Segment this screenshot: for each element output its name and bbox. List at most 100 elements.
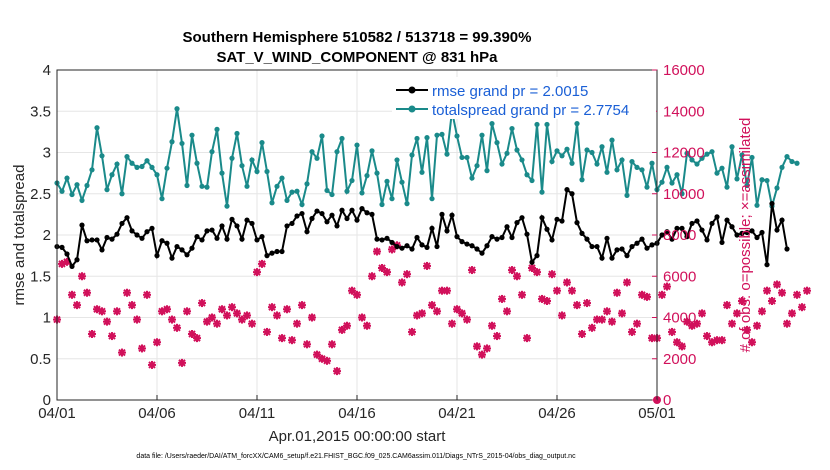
totalspread-point: [534, 121, 540, 128]
totalspread-point: [389, 196, 395, 202]
rmse-point: [269, 250, 275, 256]
obs-assimilated-marker: [153, 338, 161, 347]
totalspread-point: [549, 158, 555, 165]
rmse-point: [509, 234, 515, 241]
rmse-point: [309, 215, 315, 222]
obs-assimilated-marker: [543, 297, 551, 305]
obs-assimilated-marker: [273, 311, 281, 320]
y2-tick-label: 4000: [663, 310, 696, 327]
rmse-point: [764, 262, 770, 268]
rmse-point: [589, 243, 595, 250]
obs-assimilated-marker: [458, 309, 466, 318]
obs-assimilated-marker: [108, 332, 116, 341]
totalspread-point: [729, 144, 735, 150]
rmse-point: [264, 253, 270, 259]
obs-assimilated-marker: [103, 317, 111, 326]
rmse-point: [59, 244, 65, 250]
totalspread-point: [579, 177, 585, 183]
rmse-point: [284, 223, 290, 229]
legend-spread-marker: [408, 105, 416, 113]
obs-assimilated-marker: [208, 313, 216, 322]
x-tick-label: 05/01: [638, 405, 676, 422]
obs-assimilated-marker: [478, 350, 486, 359]
obs-assimilated-marker: [138, 344, 146, 353]
obs-assimilated-marker: [123, 288, 131, 297]
rmse-point: [714, 214, 720, 220]
totalspread-point: [599, 144, 605, 150]
totalspread-point: [444, 151, 450, 157]
rmse-point: [239, 236, 245, 242]
rmse-point: [369, 211, 375, 217]
rmse-point: [674, 225, 680, 231]
rmse-point: [79, 222, 85, 228]
totalspread-point: [684, 150, 690, 156]
obs-assimilated-marker: [523, 334, 531, 343]
totalspread-point: [289, 189, 295, 195]
obs-assimilated-marker: [508, 266, 516, 275]
rmse-point: [724, 217, 730, 223]
totalspread-point: [754, 202, 760, 208]
totalspread-point: [559, 153, 565, 159]
rmse-point: [404, 243, 410, 249]
totalspread-point: [354, 142, 360, 148]
obs-assimilated-marker: [278, 334, 286, 343]
rmse-point: [379, 237, 385, 243]
legend-rmse-label: rmse grand pr = 2.0015: [432, 83, 588, 100]
totalspread-point: [109, 172, 115, 178]
obs-assimilated-marker: [553, 286, 561, 295]
rmse-point: [594, 243, 600, 250]
totalspread-point: [219, 170, 225, 176]
totalspread-point: [524, 172, 530, 178]
obs-assimilated-marker: [533, 268, 541, 277]
totalspread-point: [224, 203, 230, 209]
totalspread-point: [779, 164, 785, 170]
obs-assimilated-marker: [678, 342, 686, 351]
rmse-point: [504, 224, 510, 230]
obs-assimilated-marker: [128, 301, 136, 310]
obs-assimilated-marker: [148, 360, 156, 369]
totalspread-point: [164, 165, 170, 171]
rmse-point: [684, 234, 690, 240]
obs-assimilated-marker: [223, 311, 231, 320]
totalspread-point: [114, 161, 120, 167]
totalspread-point: [374, 170, 380, 176]
x-axis-label: Apr.01,2015 00:00:00 start: [269, 428, 447, 445]
totalspread-point: [174, 106, 180, 112]
totalspread-point: [554, 148, 560, 154]
obs-assimilated-marker: [233, 309, 241, 318]
obs-assimilated-marker: [613, 288, 621, 297]
totalspread-point: [639, 167, 645, 173]
rmse-point: [434, 243, 440, 250]
rmse-point: [599, 255, 605, 261]
totalspread-point: [364, 173, 370, 179]
chart-title-line2: SAT_V_WIND_COMPONENT @ 831 hPa: [216, 49, 498, 66]
totalspread-point: [409, 152, 415, 158]
obs-assimilated-marker: [428, 301, 436, 310]
totalspread-point: [679, 191, 685, 197]
totalspread-point: [179, 140, 185, 147]
y2-tick-label: 2000: [663, 351, 696, 368]
totalspread-point: [294, 188, 300, 194]
rmse-point: [129, 228, 135, 234]
totalspread-point: [384, 178, 390, 184]
obs-assimilated-marker: [288, 336, 296, 345]
rmse-point: [704, 237, 710, 243]
totalspread-point: [189, 132, 195, 138]
totalspread-point: [309, 149, 315, 155]
totalspread-point: [469, 175, 475, 181]
obs-assimilated-marker: [588, 323, 596, 332]
obs-assimilated-marker: [293, 319, 301, 328]
obs-assimilated-marker: [643, 292, 651, 301]
obs-assimilated-marker: [163, 305, 171, 314]
totalspread-point: [694, 161, 700, 167]
rmse-point: [174, 243, 180, 250]
obs-assimilated-marker: [738, 297, 746, 305]
totalspread-point: [84, 182, 90, 189]
totalspread-point: [229, 155, 235, 161]
rmse-point: [699, 227, 705, 233]
rmse-point: [719, 239, 725, 246]
totalspread-point: [159, 196, 165, 202]
rmse-point: [114, 231, 120, 237]
obs-assimilated-marker: [573, 301, 581, 310]
rmse-point: [534, 253, 540, 259]
